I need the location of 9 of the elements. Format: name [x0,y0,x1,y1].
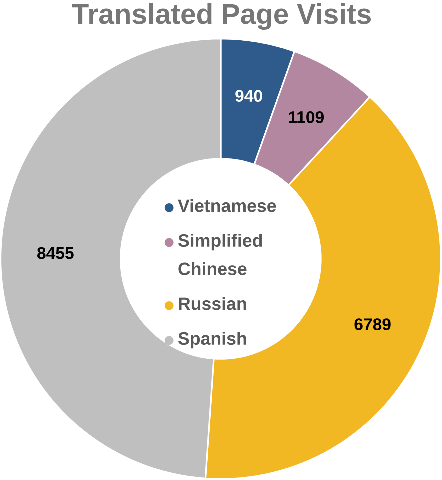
chart-title: Translated Page Visits [72,3,372,30]
data-label: 940 [236,90,262,102]
data-label: 6789 [354,318,391,330]
legend-label: Spanish [178,332,246,349]
data-label: 8455 [38,247,74,260]
legend-label: Vietnamese [178,199,276,212]
legend-label: Russian [179,297,246,310]
data-label: 1109 [289,112,324,124]
legend-label: Simplified Chinese [178,234,262,276]
